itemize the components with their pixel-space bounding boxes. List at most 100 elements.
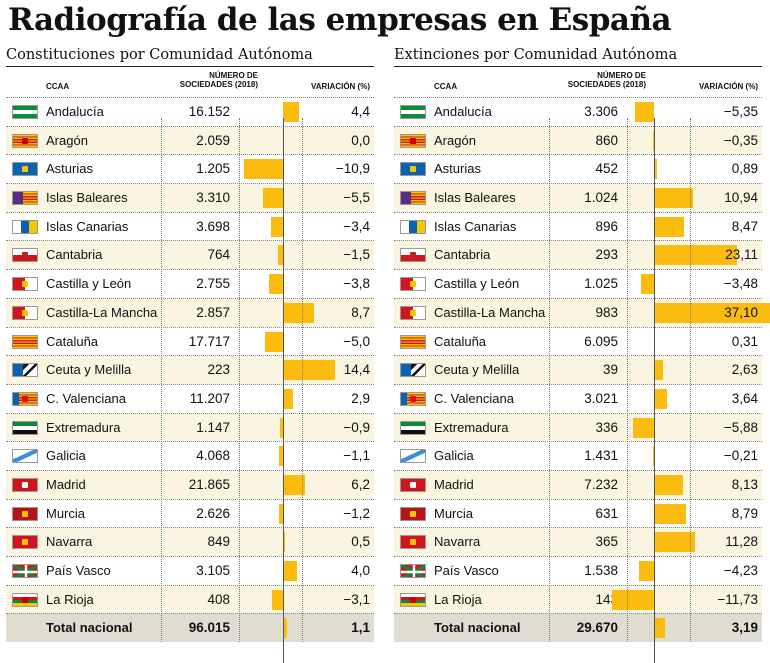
variation-label: −1,2 (343, 505, 370, 521)
table-row: Asturias 452 0,89 (394, 154, 762, 183)
variation-label: −3,8 (343, 276, 370, 292)
table-row: Islas Canarias 3.698 −3,4 (6, 211, 374, 241)
table-row: Islas Baleares 1.024 10,94 (394, 183, 762, 212)
column-divider (549, 118, 550, 643)
region-name: C. Valenciana (46, 390, 126, 406)
variation-bar (654, 188, 694, 209)
total-row: Total nacional 29.670 3,19 (394, 613, 762, 643)
variation-label: 0,89 (731, 161, 758, 177)
region-name: Navarra (434, 534, 481, 550)
panel-title: Constituciones por Comunidad Autónoma (6, 44, 374, 67)
variation-label: 0,5 (351, 534, 370, 550)
panel-constituciones: Constituciones por Comunidad Autónoma CC… (6, 44, 374, 663)
flag-icon (400, 564, 426, 578)
variation-label: 3,64 (731, 390, 758, 406)
flag-icon (400, 219, 426, 234)
region-name: Cataluña (434, 333, 487, 349)
region-name: La Rioja (434, 591, 482, 607)
panel-title: Extinciones por Comunidad Autónoma (394, 44, 762, 67)
variation-bar (654, 618, 666, 639)
variation-label: −4,23 (723, 563, 758, 578)
total-row: Total nacional 96.015 1,1 (6, 613, 374, 643)
sociedades-value: 1.025 (584, 276, 618, 292)
flag-icon (12, 133, 38, 148)
variation-label: 10,94 (724, 190, 758, 206)
variation-bar (269, 274, 283, 295)
variation-label: 4,0 (351, 563, 370, 578)
total-label: Total nacional (46, 620, 133, 636)
table-row: Murcia 631 8,79 (394, 498, 762, 528)
variation-bar (243, 159, 283, 180)
variation-bar (279, 446, 283, 467)
variation-bar (283, 561, 298, 581)
table-row: Islas Baleares 3.310 −5,5 (6, 183, 374, 212)
region-name: País Vasco (46, 563, 111, 578)
variation-label: 6,2 (351, 476, 370, 492)
flag-icon (12, 219, 38, 234)
table-row: Aragón 2.059 0,0 (6, 125, 374, 155)
flag-icon (400, 248, 426, 263)
sociedades-value: 11.207 (189, 390, 230, 406)
flag-icon (400, 162, 426, 177)
sociedades-value: 3.105 (196, 563, 230, 578)
variation-bar (654, 159, 658, 180)
variation-label: 11,28 (725, 534, 758, 550)
sociedades-value: 2.626 (196, 505, 230, 521)
sociedades-value: 143 (595, 591, 618, 607)
flag-icon (400, 334, 426, 349)
variation-bar (654, 532, 695, 553)
table-row: Ceuta y Melilla 223 14,4 (6, 355, 374, 384)
variation-bar (283, 302, 315, 323)
variation-label: 0,0 (351, 132, 370, 148)
sociedades-value: 21.865 (188, 476, 230, 492)
table-row: Extremadura 1.147 −0,9 (6, 412, 374, 442)
region-name: Galicia (434, 448, 474, 464)
flag-icon (400, 592, 426, 607)
total-label: Total nacional (434, 620, 521, 636)
flag-icon (12, 191, 38, 206)
column-divider (627, 118, 628, 643)
variation-bar (283, 102, 299, 122)
variation-bar (654, 503, 686, 524)
table-row: Galicia 4.068 −1,1 (6, 441, 374, 470)
region-name: Islas Baleares (434, 190, 516, 206)
variation-label: −5,0 (343, 333, 370, 349)
sociedades-value: 764 (207, 247, 230, 263)
variation-label: −1,5 (343, 247, 370, 263)
region-name: Extremadura (46, 419, 121, 435)
region-name: Murcia (434, 505, 474, 521)
rows: Andalucía 16.152 4,4 Aragón 2.059 0,0 Asturias… (6, 97, 374, 643)
region-name: Andalucía (46, 104, 104, 119)
sociedades-value: 39 (602, 362, 618, 378)
sociedades-value: 365 (595, 534, 618, 550)
zero-axis (654, 118, 655, 663)
variation-bar (263, 188, 283, 209)
sociedades-value: 983 (595, 304, 618, 320)
variation-label: −0,9 (343, 419, 370, 435)
variation-label: −0,21 (723, 448, 758, 464)
sociedades-value: 1.431 (584, 448, 618, 464)
sociedades-value: 16.152 (188, 104, 230, 119)
table-row: C. Valenciana 11.207 2,9 (6, 383, 374, 413)
table-row: La Rioja 408 −3,1 (6, 584, 374, 614)
flag-icon (12, 105, 38, 119)
sociedades-value: 631 (595, 505, 618, 521)
table-row: Islas Canarias 896 8,47 (394, 211, 762, 241)
table-row: Cataluña 6.095 0,31 (394, 326, 762, 356)
flag-icon (400, 277, 426, 292)
sociedades-value: 2.755 (196, 276, 230, 292)
variation-bar (654, 360, 664, 381)
table-row: Galicia 1.431 −0,21 (394, 441, 762, 470)
column-divider (690, 118, 691, 643)
flag-icon (12, 592, 38, 607)
table-row: Asturias 1.205 −10,9 (6, 154, 374, 183)
table-row: Madrid 7.232 8,13 (394, 469, 762, 499)
flag-icon (12, 420, 38, 435)
flag-icon (12, 449, 38, 464)
variation-bar (265, 331, 283, 352)
zero-axis (283, 118, 284, 663)
table-row: Ceuta y Melilla 39 2,63 (394, 355, 762, 384)
table-row: Navarra 849 0,5 (6, 527, 374, 556)
variation-label: −5,5 (343, 190, 370, 206)
table-row: Aragón 860 −0,35 (394, 125, 762, 155)
